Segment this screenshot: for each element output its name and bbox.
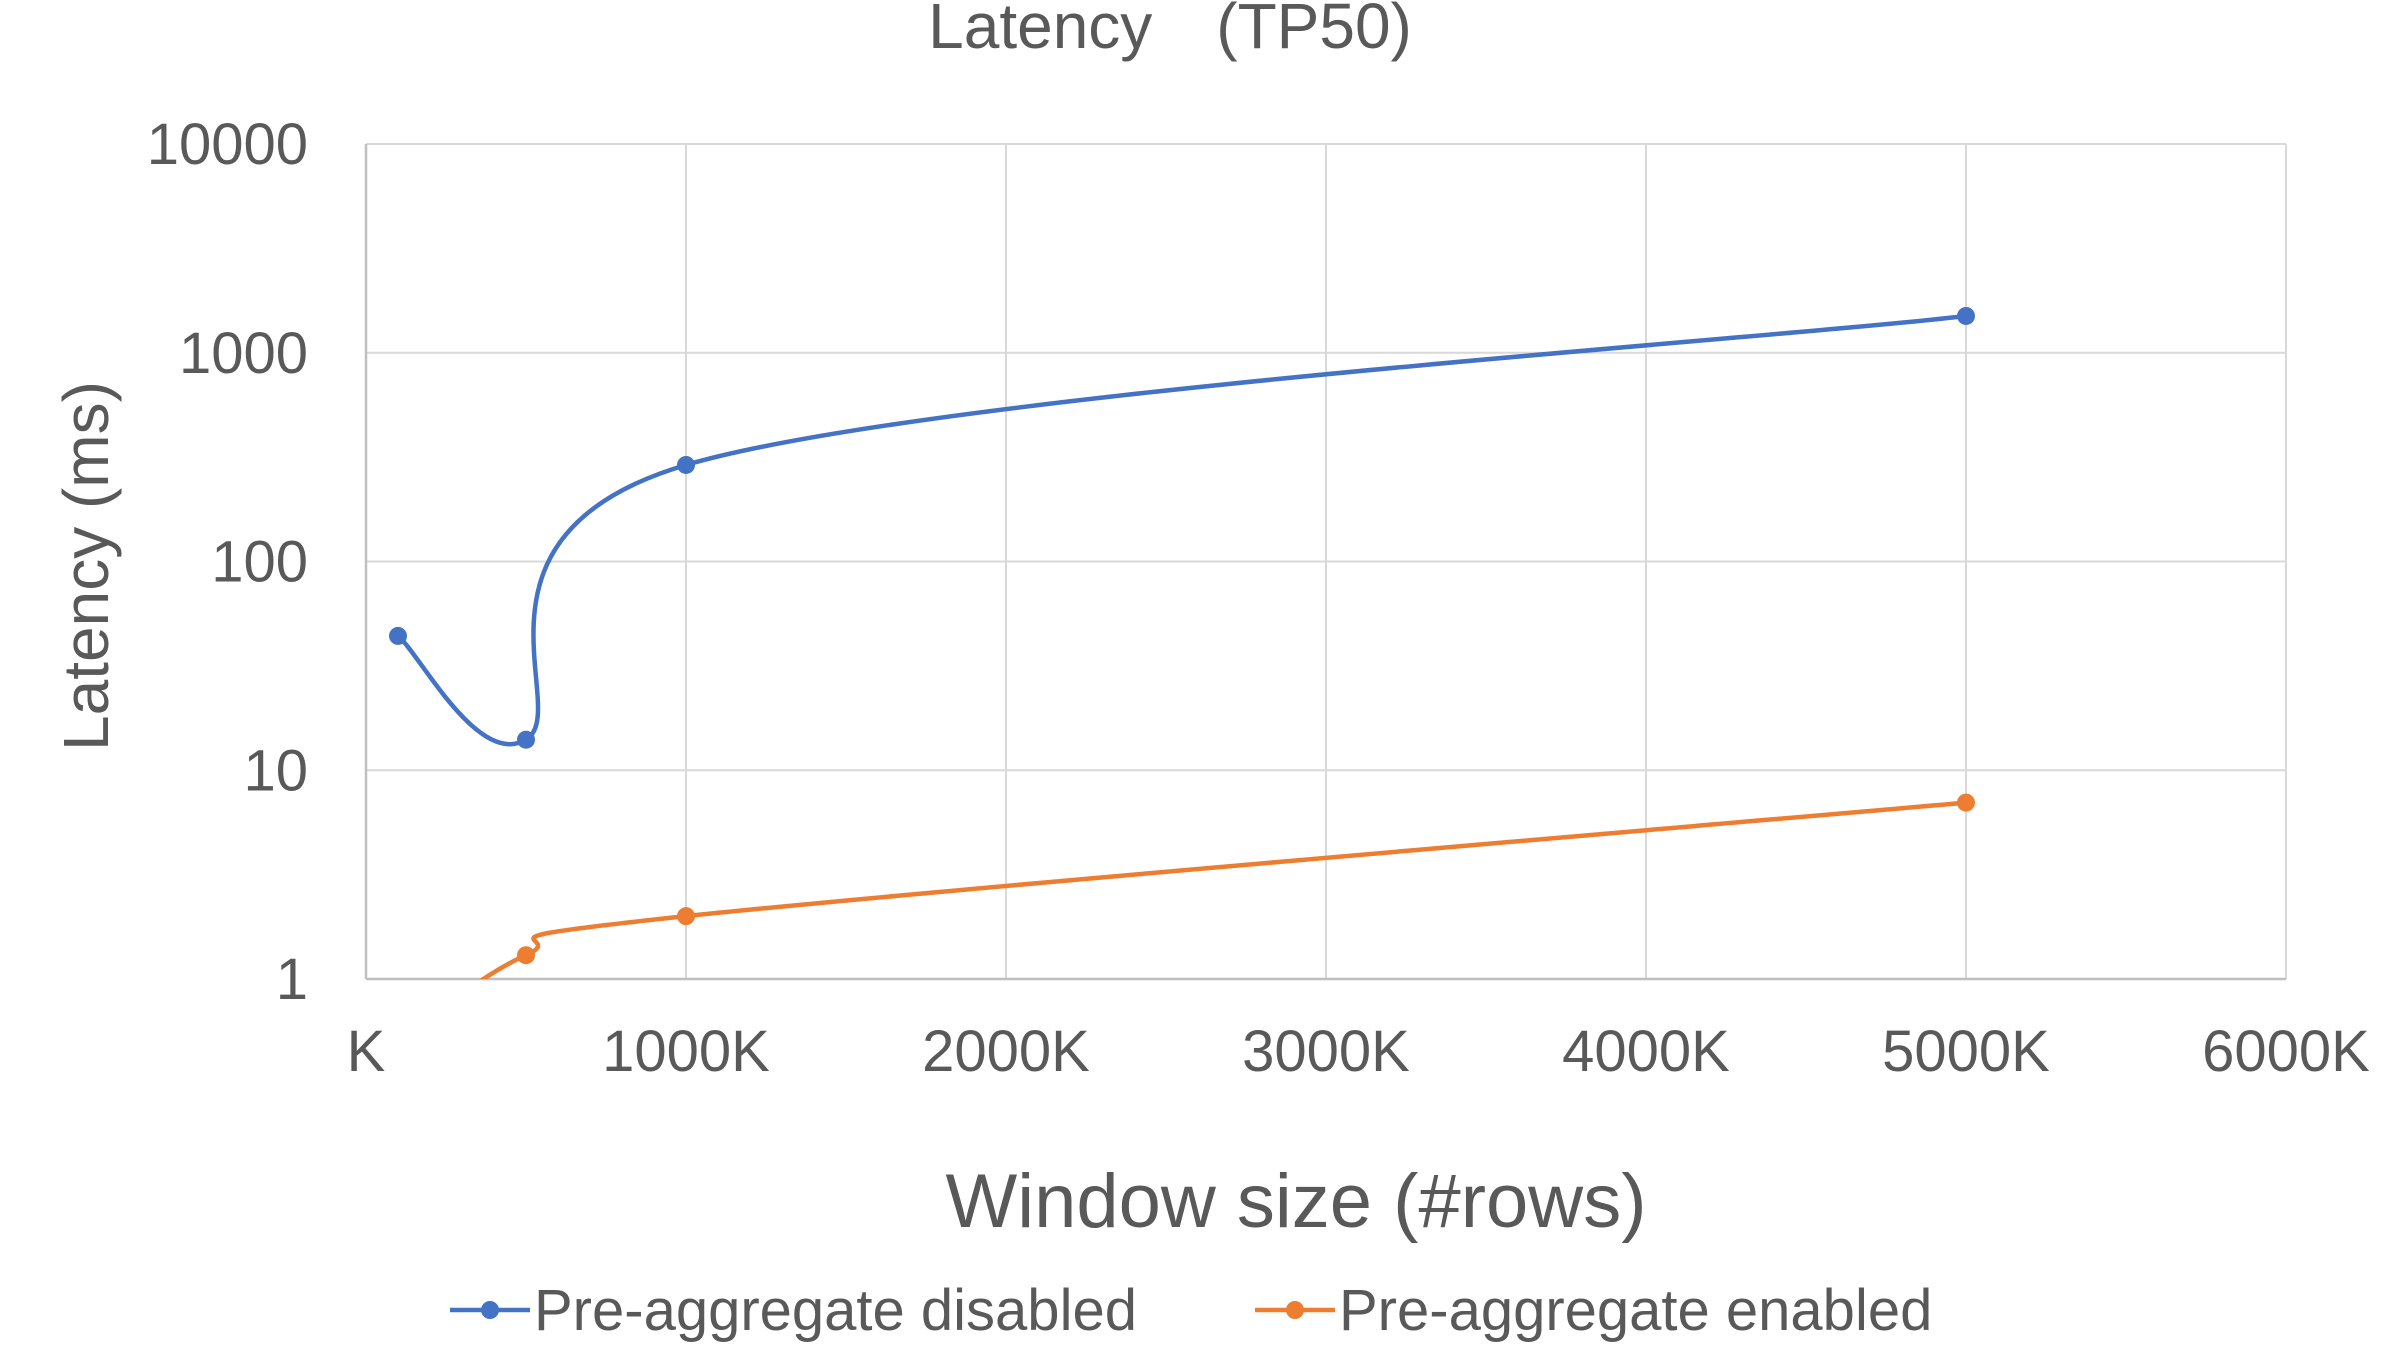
x-tick-label: 6000K	[2202, 1019, 2370, 1084]
x-tick-label: 3000K	[1242, 1019, 1410, 1084]
data-point-pre-aggregate-enabled	[677, 907, 695, 926]
legend-item-pre-aggregate-enabled: Pre-aggregate enabled	[1255, 1278, 1932, 1343]
legend-marker-pre-aggregate-enabled	[1286, 1301, 1304, 1319]
x-axis-title: Window size (#rows)	[945, 1159, 1646, 1244]
data-point-pre-aggregate-enabled	[1957, 793, 1975, 812]
legend: Pre-aggregate disabled Pre-aggregate enab…	[450, 1278, 1932, 1343]
y-axis-title: Latency (ms)	[50, 381, 122, 751]
data-point-pre-aggregate-enabled	[517, 946, 535, 965]
legend-item-pre-aggregate-disabled: Pre-aggregate disabled	[450, 1278, 1137, 1343]
y-tick-label: 10000	[147, 112, 308, 177]
y-tick-label: 10	[243, 738, 308, 803]
data-point-pre-aggregate-disabled	[517, 730, 535, 749]
y-axis-ticks: 1 10 100 1000 10000	[147, 112, 308, 1012]
y-tick-label: 1000	[179, 321, 308, 386]
data-point-pre-aggregate-disabled	[677, 455, 695, 474]
x-tick-label: 2000K	[922, 1019, 1090, 1084]
x-tick-label: K	[347, 1019, 386, 1084]
data-point-pre-aggregate-disabled	[1957, 306, 1975, 325]
x-tick-label: 5000K	[1882, 1019, 2050, 1084]
x-tick-label: 1000K	[602, 1019, 770, 1084]
x-axis-ticks: K 1000K 2000K 3000K 4000K 5000K 6000K	[347, 1019, 2371, 1084]
chart-title: Latency (TP50)	[928, 0, 1412, 62]
data-points	[389, 306, 1975, 1051]
x-tick-label: 4000K	[1562, 1019, 1730, 1084]
legend-label-pre-aggregate-enabled: Pre-aggregate enabled	[1339, 1278, 1932, 1343]
y-tick-label: 100	[211, 530, 308, 595]
grid-lines	[366, 143, 2287, 979]
data-point-pre-aggregate-disabled	[389, 626, 407, 645]
series-line-pre-aggregate-enabled	[479, 800, 1969, 979]
legend-marker-pre-aggregate-disabled	[481, 1301, 499, 1319]
data-point-pre-aggregate-enabled	[389, 1033, 407, 1051]
series-layer	[395, 313, 1969, 979]
plot-axes	[364, 144, 2286, 981]
y-tick-label: 1	[276, 947, 308, 1012]
series-line-pre-aggregate-disabled	[395, 313, 1969, 747]
legend-label-pre-aggregate-disabled: Pre-aggregate disabled	[534, 1278, 1137, 1343]
